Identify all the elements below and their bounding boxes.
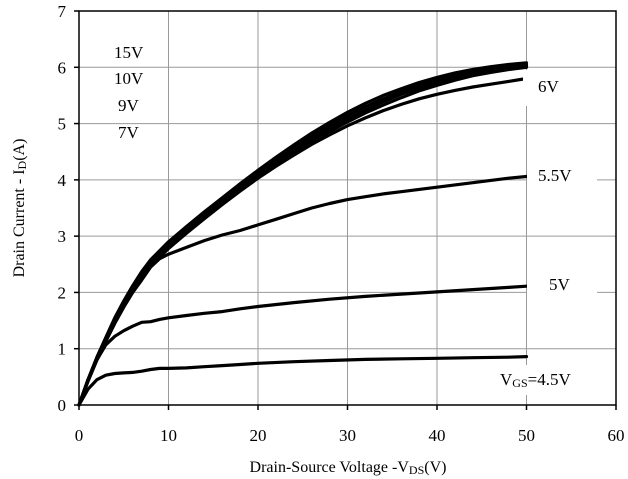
annotation-7v: 7V — [118, 123, 140, 142]
annotation-vgs-sub: GS — [512, 376, 527, 390]
series-layer — [77, 61, 529, 407]
series-line-5v — [77, 284, 529, 407]
y-tick-label: 0 — [58, 396, 67, 415]
y-tick-label: 4 — [58, 171, 67, 190]
series-line-55v — [77, 174, 529, 407]
annotations: 15V 10V 9V 7V 6V 5.5V 5V VGS=4.5V — [114, 43, 607, 395]
x-axis-title-tail: (V) — [424, 459, 446, 476]
annotation-15v: 15V — [114, 43, 144, 62]
y-tick-label: 2 — [58, 283, 67, 302]
annotation-5v-backdrop — [527, 270, 597, 300]
y-axis-title-sub: D — [15, 160, 29, 169]
x-tick-label: 0 — [75, 426, 84, 445]
x-tick-label: 10 — [160, 426, 177, 445]
annotation-vgs-main: V — [500, 370, 513, 389]
annotation-vgs-backdrop — [495, 365, 607, 395]
annotation-5v: 5V — [549, 275, 571, 294]
y-tick-label: 3 — [58, 227, 67, 246]
annotation-55v: 5.5V — [538, 166, 572, 185]
y-axis-title: Drain Current - ID(A) — [11, 139, 29, 278]
annotation-vgs: VGS=4.5V — [500, 370, 571, 390]
x-tick-label: 20 — [250, 426, 267, 445]
annotation-6v: 6V — [538, 77, 560, 96]
annotation-9v: 9V — [118, 96, 140, 115]
y-tick-label: 5 — [58, 115, 67, 134]
y-tick-label: 1 — [58, 340, 67, 359]
y-tick-label: 7 — [58, 2, 67, 21]
x-tick-label: 30 — [339, 426, 356, 445]
x-tick-label: 50 — [518, 426, 535, 445]
annotation-6v-backdrop — [523, 70, 571, 106]
series-line-45v — [77, 355, 529, 407]
y-axis-title-main: Drain Current - I — [11, 169, 28, 277]
x-tick-label: 40 — [429, 426, 446, 445]
x-axis-title-main: Drain-Source Voltage -V — [250, 459, 410, 476]
annotation-55v-backdrop — [527, 162, 597, 192]
tick-marks — [74, 10, 617, 410]
x-tick-labels: 0 10 20 30 40 50 60 — [75, 426, 625, 445]
y-axis-title-tail: (A) — [11, 139, 28, 161]
x-axis-title-sub: DS — [409, 463, 424, 477]
y-tick-label: 6 — [58, 58, 67, 77]
x-tick-label: 60 — [608, 426, 625, 445]
x-axis-title: Drain-Source Voltage -VDS(V) — [250, 459, 447, 477]
y-tick-labels: 0 1 2 3 4 5 6 7 — [58, 2, 67, 415]
annotation-vgs-tail: =4.5V — [528, 370, 572, 389]
annotation-10v: 10V — [114, 69, 144, 88]
